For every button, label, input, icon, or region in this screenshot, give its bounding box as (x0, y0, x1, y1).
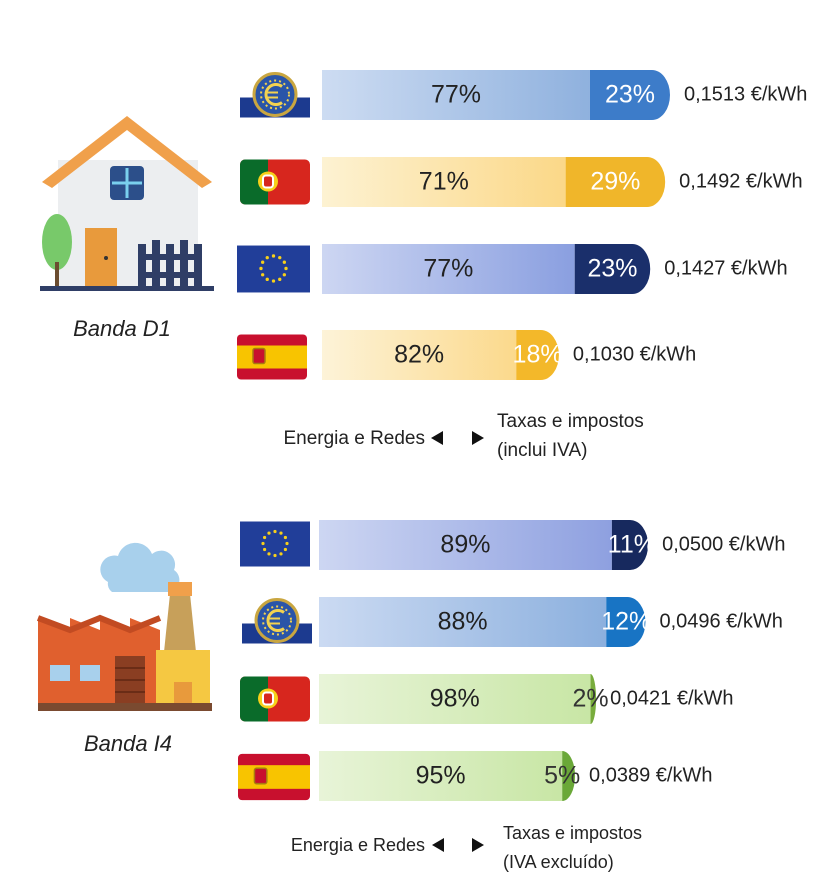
value-label: 82% (394, 341, 444, 369)
price-label: 0,1030 €/kWh (573, 343, 696, 365)
bar-segment (565, 157, 666, 207)
value-label: 77% (423, 255, 473, 283)
price-label: 0,1427 €/kWh (664, 257, 787, 279)
flag (240, 521, 310, 567)
bar-segment (611, 520, 649, 570)
factory-icon (36, 542, 212, 711)
value-label: 23% (587, 255, 637, 283)
bar-segment (322, 244, 575, 294)
bar-segment (516, 330, 559, 380)
price-label: 0,0389 €/kWh (589, 764, 712, 786)
value-label: 5% (544, 762, 580, 790)
bar-segment (589, 70, 670, 120)
bar-segment (322, 70, 590, 120)
bar-segment (322, 330, 517, 380)
value-label: 18% (513, 341, 563, 369)
bar-segment (319, 674, 591, 724)
value-label: 89% (440, 531, 490, 559)
bar-segment (590, 674, 597, 724)
flag (240, 675, 310, 723)
value-label: 98% (430, 685, 480, 713)
legend-entry: Energia e Redes (283, 428, 425, 449)
value-label: 12% (601, 608, 651, 636)
bar-segment (606, 597, 646, 647)
flag (240, 70, 310, 120)
legend-entry: Energia e Redes (290, 835, 425, 855)
price-label: 0,1492 €/kWh (679, 170, 802, 192)
bar-segment (574, 244, 651, 294)
bar-segment (319, 597, 607, 647)
flag (238, 753, 310, 801)
bar-segment (319, 520, 612, 570)
legend-arrows (431, 431, 484, 445)
value-label: 95% (416, 762, 466, 790)
bar-segment (322, 157, 566, 207)
value-label: 29% (590, 168, 640, 196)
legend-entry: Taxas e impostos (IVA excluído) (503, 823, 643, 872)
flag (237, 334, 307, 380)
value-label: 2% (572, 685, 608, 713)
value-label: 11% (608, 531, 656, 559)
value-label: 23% (605, 81, 655, 109)
legend-arrows (432, 838, 484, 852)
legend-entry: Taxas e impostos (inclui IVA) (497, 411, 644, 461)
bar-segment (319, 751, 563, 801)
bar-segment (562, 751, 576, 801)
price-label: 0,0500 €/kWh (662, 533, 785, 555)
value-label: 77% (431, 81, 481, 109)
value-label: 88% (438, 608, 488, 636)
flag (240, 158, 310, 206)
price-label: 0,0421 €/kWh (610, 687, 733, 709)
value-label: 71% (419, 168, 469, 196)
price-label: 0,0496 €/kWh (659, 610, 782, 632)
flag (242, 596, 312, 646)
panel-title: Banda I4 (84, 731, 172, 756)
flag (237, 245, 310, 293)
panel-title: Banda D1 (73, 316, 171, 341)
house-icon (40, 116, 214, 291)
price-label: 0,1513 €/kWh (684, 83, 807, 105)
